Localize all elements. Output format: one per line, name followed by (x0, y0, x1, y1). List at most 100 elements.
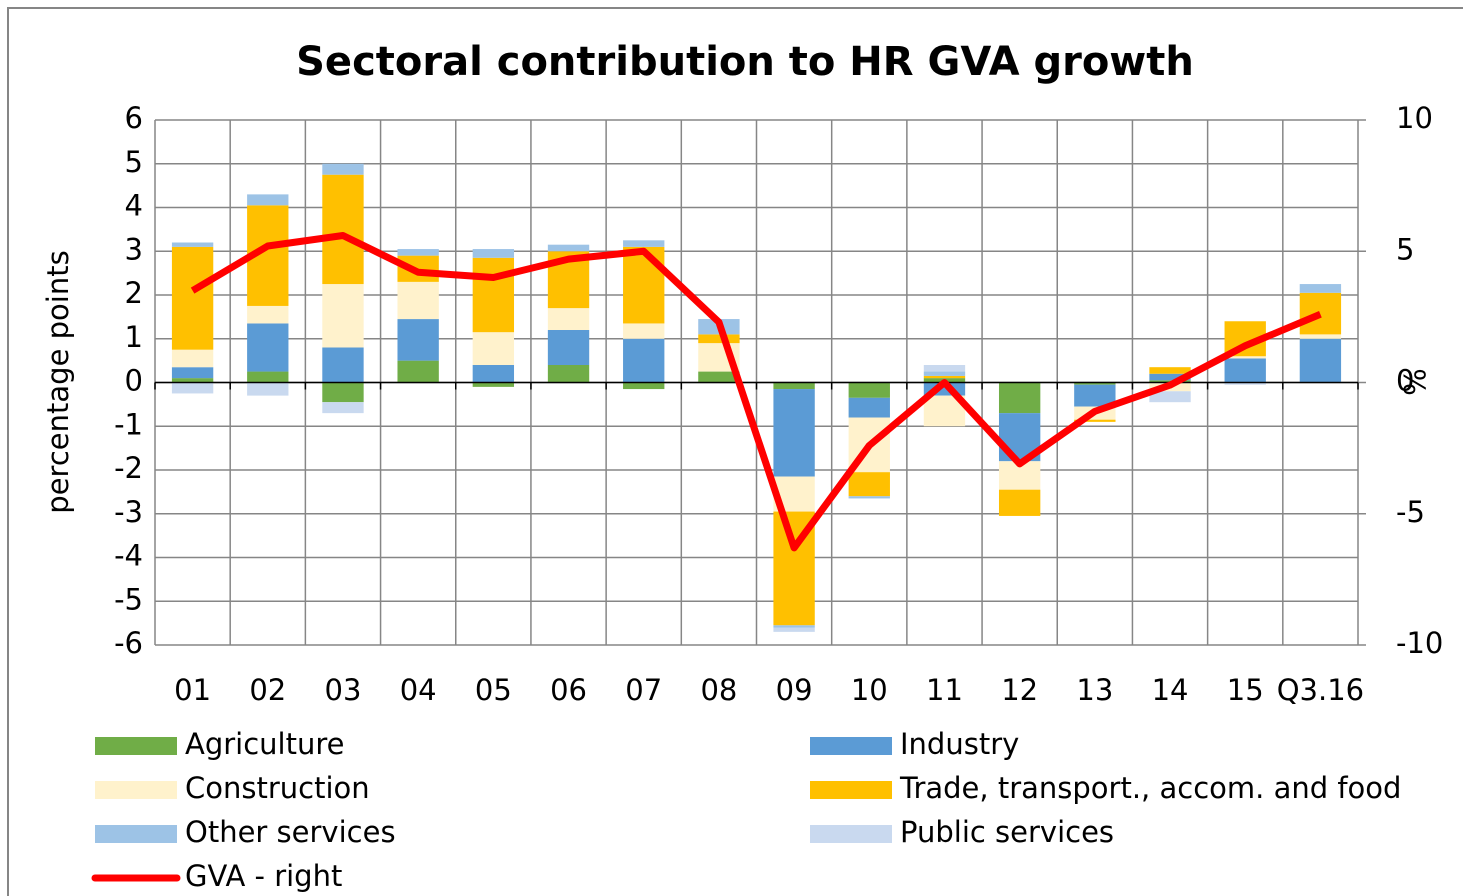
bar-segment (547, 244, 590, 252)
legend-label: Other services (185, 815, 396, 849)
y-tick-label: 1 (125, 320, 143, 354)
y-axis-label: percentage points (41, 250, 75, 513)
bar-segment (397, 281, 439, 320)
bar-segment (1299, 338, 1342, 383)
bar-segment (322, 402, 364, 414)
bar-segment (171, 242, 214, 247)
bar-segment (171, 378, 214, 383)
y2-tick-label: 5 (1396, 232, 1414, 266)
bar-segment (397, 319, 439, 361)
y2-tick-label: -5 (1396, 495, 1425, 529)
chart-border (7, 7, 1463, 896)
y-tick-label: -5 (114, 582, 143, 616)
legend-label: Industry (900, 727, 1019, 761)
y-tick-label: 3 (125, 232, 143, 266)
bar-segment (397, 360, 439, 383)
x-tick-label: 04 (400, 673, 437, 707)
y-tick-label: -1 (114, 407, 143, 441)
bar-segment (322, 284, 364, 348)
bar-segment (698, 371, 740, 383)
y-tick-label: -4 (114, 539, 143, 573)
legend-label: Construction (185, 771, 370, 805)
bar-segment (998, 489, 1041, 516)
bar-segment (1224, 358, 1266, 383)
bar-segment (1074, 419, 1116, 422)
y-tick-label: -6 (114, 626, 143, 660)
y-tick-label: 0 (125, 364, 143, 398)
chart-title: Sectoral contribution to HR GVA growth (296, 39, 1194, 85)
bar-segment (623, 240, 665, 247)
y-tick-label: -2 (114, 451, 143, 485)
legend-swatch (95, 781, 177, 799)
y2-axis-label: % (1397, 368, 1431, 396)
bar-segment (1224, 382, 1266, 385)
bar-segment (322, 163, 364, 175)
bar-segment (773, 625, 815, 628)
x-tick-label: 09 (776, 673, 813, 707)
x-tick-label: 06 (550, 673, 587, 707)
bar-segment (923, 365, 966, 372)
x-tick-label: 05 (475, 673, 512, 707)
legend-swatch (95, 737, 177, 755)
y-tick-label: 5 (125, 145, 143, 179)
legend-swatch (810, 781, 892, 799)
x-tick-label: 11 (926, 673, 963, 707)
bar-segment (171, 246, 214, 350)
bar-segment (623, 338, 665, 383)
x-tick-label: 08 (700, 673, 737, 707)
bar-segment (623, 382, 665, 390)
bar-segment (1149, 373, 1191, 381)
line-series (190, 232, 1322, 552)
bar-segment (848, 382, 890, 398)
legend-label: GVA - right (185, 859, 342, 893)
bar-segment (1149, 391, 1191, 403)
legend-label: Trade, transport., accom. and food (899, 771, 1401, 805)
bar-segment (547, 365, 590, 383)
y-tick-label: -3 (114, 495, 143, 529)
bar-segment (848, 397, 890, 418)
y-tick-label: 4 (125, 189, 143, 223)
y2-tick-label: 0 (1396, 364, 1414, 398)
bar-segment (923, 375, 966, 379)
bar-segment (773, 389, 815, 477)
bar-segment (322, 382, 364, 403)
y2-tick-label: -10 (1396, 626, 1443, 660)
x-tick-label: 07 (625, 673, 662, 707)
x-tick-label: 13 (1076, 673, 1113, 707)
bar-segment (247, 323, 289, 372)
bar-segment (247, 194, 289, 206)
bar-segment (247, 382, 289, 396)
bar-segment (171, 349, 214, 368)
bar-segment (472, 382, 515, 387)
bar-segment (1299, 334, 1342, 339)
bar-segment (247, 371, 289, 383)
y2-tick-label: 10 (1396, 101, 1433, 135)
bar-segment (472, 257, 515, 333)
y-tick-label: 6 (125, 101, 143, 135)
bar-segment (472, 249, 515, 258)
legend-swatch (95, 825, 177, 843)
x-tick-label: Q3.16 (1277, 673, 1364, 707)
bar-segment (547, 308, 590, 330)
bar-segment (322, 347, 364, 383)
legend-swatch (810, 737, 892, 755)
bar-segment (848, 472, 890, 497)
bar-segment (171, 382, 214, 394)
bar-segment (998, 382, 1041, 414)
bar-segment (623, 246, 665, 324)
bar-segment (1074, 384, 1116, 407)
legend-label: Agriculture (185, 727, 345, 761)
bar-segment (1299, 292, 1342, 335)
bar-segment (472, 332, 515, 365)
bar-segment (848, 496, 890, 499)
x-tick-label: 14 (1152, 673, 1189, 707)
bar-segment (547, 330, 590, 365)
bar-segment (171, 367, 214, 379)
bar-segment (1224, 356, 1266, 359)
bar-segment (773, 627, 815, 632)
bar-segment (1299, 284, 1342, 293)
bar-segment (1074, 382, 1116, 385)
bar-segment (623, 323, 665, 339)
x-tick-label: 03 (325, 673, 362, 707)
